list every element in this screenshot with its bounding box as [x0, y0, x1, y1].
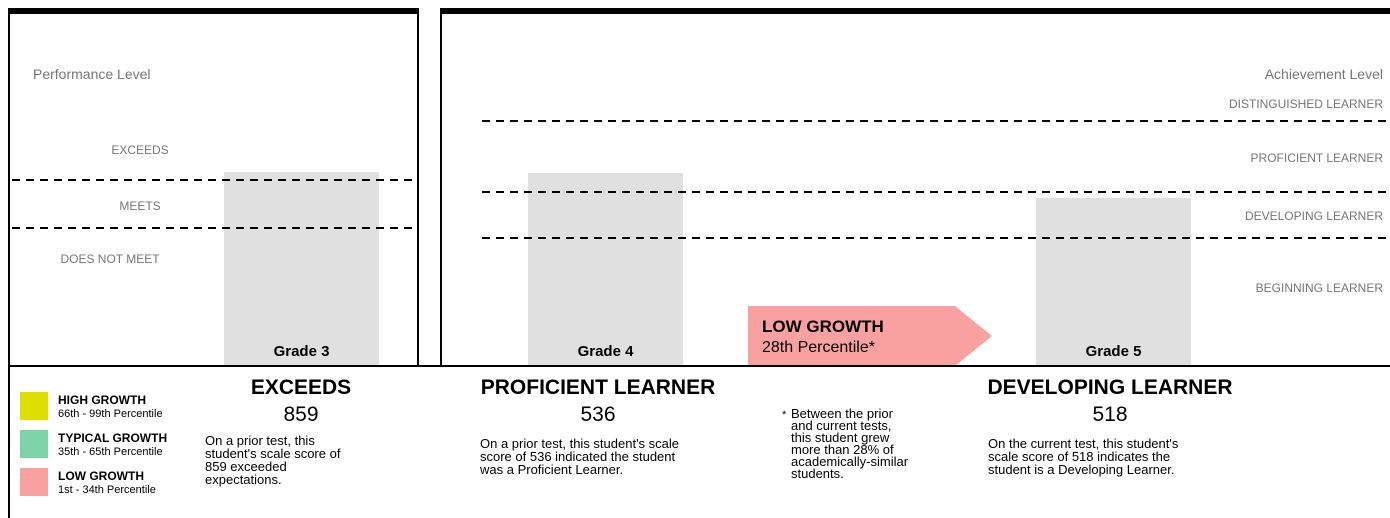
score-bar	[1036, 198, 1191, 366]
level-label: MEETS	[119, 199, 161, 213]
text-line: expectations.	[205, 472, 282, 487]
text-line: student is a Developing Learner.	[988, 462, 1175, 477]
panel-title: Achievement Level	[1264, 66, 1383, 82]
right-top-border	[440, 8, 1390, 14]
score-bar	[528, 173, 683, 366]
legend-name: TYPICAL GROWTH	[58, 431, 168, 445]
score: 859	[283, 403, 319, 426]
text-line: score of 536 indicated the student	[480, 449, 676, 464]
score-bar	[224, 172, 379, 366]
text-line: this student grew	[791, 430, 890, 445]
description: On the current test, this student's scale…	[988, 437, 1178, 476]
text-line: 859 exceeded	[205, 459, 287, 474]
footnote-mark: *	[782, 409, 787, 421]
level-label: DOES NOT MEET	[60, 252, 160, 266]
text-line: On the current test, this student's	[988, 436, 1179, 451]
legend-name: HIGH GROWTH	[58, 393, 146, 407]
level-heading: PROFICIENT LEARNER	[480, 376, 716, 399]
text-line: student's scale score of	[205, 446, 341, 461]
description: On a prior test, this student's scale sco…	[205, 434, 340, 486]
level-heading: EXCEEDS	[250, 376, 352, 399]
text-line: students.	[791, 466, 844, 481]
legend-range: 35th - 65th Percentile	[58, 446, 163, 458]
panel-title: Performance Level	[33, 66, 151, 82]
text-line: Between the prior	[791, 406, 893, 421]
text-line: was a Proficient Learner.	[480, 462, 624, 477]
level-label: PROFICIENT LEARNER	[1250, 151, 1383, 165]
growth-arrow	[748, 306, 992, 366]
score: 518	[1092, 403, 1128, 426]
legend-range: 1st - 34th Percentile	[58, 484, 156, 496]
text-line: more than 28% of	[791, 442, 894, 457]
growth-label: LOW GROWTH	[762, 317, 884, 336]
text-line: scale score of 518 indicates the	[988, 449, 1171, 464]
footnote: Between the prior and current tests, this …	[791, 406, 909, 481]
left-top-border	[8, 8, 419, 14]
legend-name: LOW GROWTH	[58, 469, 144, 483]
legend-swatch	[20, 468, 48, 496]
level-heading: DEVELOPING LEARNER	[987, 376, 1233, 399]
description: On a prior test, this student's scale sco…	[480, 437, 679, 476]
level-label: EXCEEDS	[111, 143, 169, 157]
legend-range: 66th - 99th Percentile	[58, 408, 163, 420]
growth-percentile: 28th Percentile*	[762, 339, 875, 356]
grade-label: Grade 4	[577, 343, 634, 360]
grade-label: Grade 5	[1085, 343, 1142, 360]
legend-swatch	[20, 392, 48, 420]
level-label: BEGINNING LEARNER	[1255, 281, 1383, 295]
text-line: academically-similar	[791, 454, 909, 469]
grade-label: Grade 3	[273, 343, 330, 360]
level-label: DISTINGUISHED LEARNER	[1228, 97, 1383, 111]
cut-lines	[12, 120, 1390, 239]
text-line: and current tests,	[791, 418, 892, 433]
text-line: On a prior test, this	[205, 433, 315, 448]
level-label: DEVELOPING LEARNER	[1244, 209, 1383, 223]
text-line: On a prior test, this student's scale	[480, 436, 680, 451]
score: 536	[580, 403, 616, 426]
legend-swatch	[20, 430, 48, 458]
